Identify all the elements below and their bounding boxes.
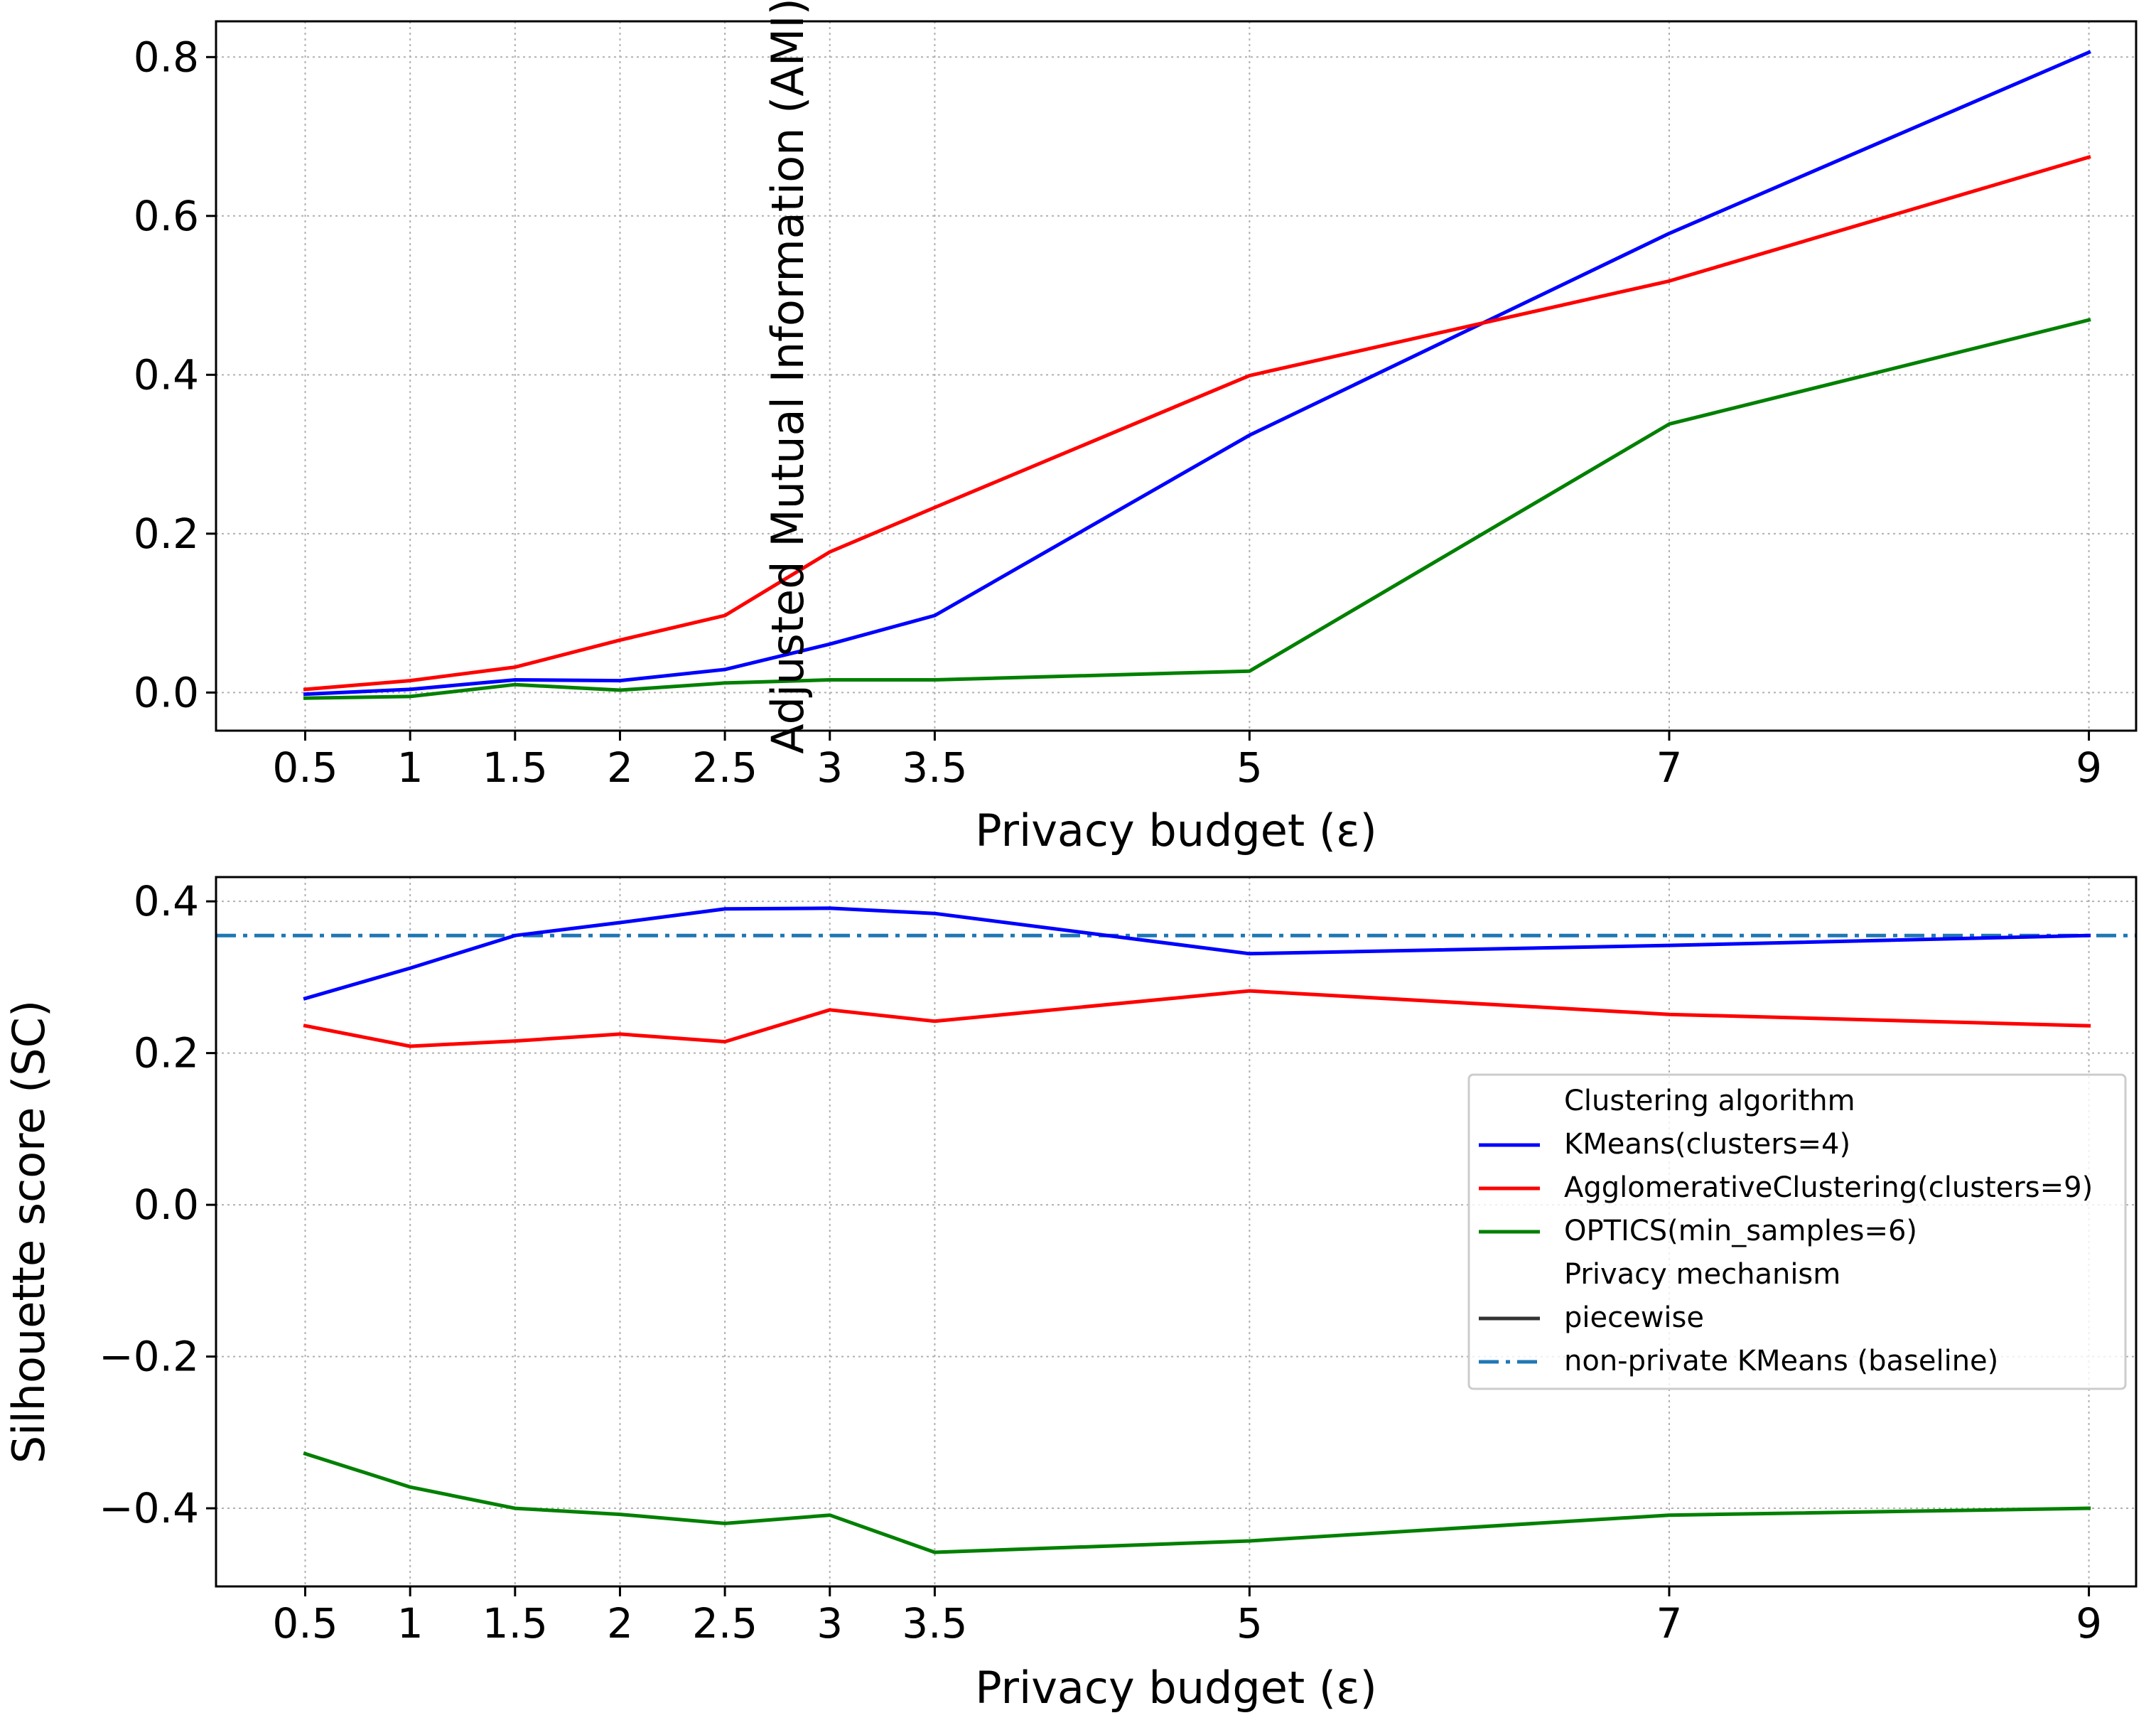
legend-entry-label: piecewise [1564, 1301, 1704, 1334]
silhouette-y-tick-label: −0.4 [99, 1484, 199, 1532]
silhouette-x-tick-label: 1 [397, 1599, 424, 1648]
ami-x-tick-label: 5 [1236, 743, 1263, 792]
silhouette-x-axis-label: Privacy budget (ε) [975, 1662, 1377, 1714]
silhouette-chart: 0.5 1 1.5 2 2.5 3 3.5 5 7 9 −0.4 −0.2 0.0 0.2 0.4 Priv… [3, 876, 2138, 1714]
ami-y-tick-label: 0.6 [134, 192, 199, 240]
silhouette-series-kmeans [303, 906, 2091, 1001]
silhouette-x-tick-label: 2 [607, 1599, 633, 1648]
silhouette-plot-frame [215, 876, 2138, 1588]
ami-series-optics [303, 318, 2091, 700]
ami-plot-area [216, 21, 2136, 731]
silhouette-series-optics [303, 1451, 2091, 1554]
ami-x-tick-label: 2.5 [692, 743, 758, 792]
silhouette-series [303, 906, 2091, 1554]
ami-y-tick-label: 0.0 [134, 668, 199, 716]
ami-chart: 0.5 1 1.5 2 2.5 3 3.5 5 7 9 0.0 0.2 0.4 0.6 0.8 Privac… [134, 0, 2138, 856]
silhouette-x-tick-label: 9 [2076, 1599, 2102, 1648]
ami-x-tick-label: 3.5 [902, 743, 967, 792]
silhouette-x-tick-label: 3.5 [902, 1599, 967, 1648]
ami-x-tick-label: 3 [816, 743, 843, 792]
silhouette-x-tick-label: 2.5 [692, 1599, 758, 1648]
silhouette-x-tick-label: 0.5 [272, 1599, 338, 1648]
ami-x-tick-label: 7 [1656, 743, 1683, 792]
ami-series-agglomerativeclustering [303, 154, 2091, 692]
silhouette-y-tick-label: −0.2 [99, 1333, 199, 1381]
legend-entry-label: KMeans(clusters=4) [1564, 1128, 1850, 1161]
silhouette-x-tick-label: 5 [1236, 1599, 1263, 1648]
ami-y-tick-label: 0.4 [134, 350, 199, 399]
ami-y-axis-label: Adjusted Mutual Information (AMI) [762, 0, 814, 754]
legend-frame [1467, 1073, 2127, 1390]
ami-x-tick-label: 1 [397, 743, 424, 792]
ami-series-kmeans [303, 50, 2091, 697]
legend-entry-label: OPTICS(min_samples=6) [1564, 1215, 1917, 1247]
ami-y-tick-label: 0.8 [134, 33, 199, 81]
ami-x-tick-label: 2 [607, 743, 633, 792]
silhouette-ticks: 0.5 1 1.5 2 2.5 3 3.5 5 7 9 −0.4 −0.2 0.0 0.2 0.4 [99, 877, 2102, 1648]
ami-plot-frame [215, 20, 2138, 732]
silhouette-x-tick-label: 7 [1656, 1599, 1683, 1648]
ami-x-tick-label: 9 [2076, 743, 2102, 792]
ami-x-tick-label: 1.5 [483, 743, 548, 792]
ami-y-tick-label: 0.2 [134, 510, 199, 558]
silhouette-x-tick-label: 1.5 [483, 1599, 548, 1648]
legend-entry-label: Clustering algorithm [1564, 1085, 1855, 1117]
silhouette-y-axis-label: Silhouette score (SC) [3, 1000, 55, 1463]
silhouette-grid [216, 877, 2136, 1586]
legend-entry-label: non-private KMeans (baseline) [1564, 1345, 1998, 1377]
silhouette-series-agglomerativeclustering [303, 989, 2091, 1048]
legend: Clustering algorithm KMeans(clusters=4) Ag… [1467, 1073, 2127, 1390]
silhouette-y-tick-label: 0.4 [134, 877, 199, 925]
silhouette-y-tick-label: 0.0 [134, 1181, 199, 1229]
ami-x-tick-label: 0.5 [272, 743, 338, 792]
silhouette-x-tick-label: 3 [816, 1599, 843, 1648]
legend-entry-label: Privacy mechanism [1564, 1258, 1840, 1291]
ami-series [303, 50, 2091, 700]
silhouette-y-tick-label: 0.2 [134, 1029, 199, 1078]
ami-ticks: 0.5 1 1.5 2 2.5 3 3.5 5 7 9 0.0 0.2 0.4 0.6 0.8 [134, 33, 2102, 792]
ami-x-axis-label: Privacy budget (ε) [975, 805, 1377, 856]
legend-entry-label: AgglomerativeClustering(clusters=9) [1564, 1171, 2093, 1204]
